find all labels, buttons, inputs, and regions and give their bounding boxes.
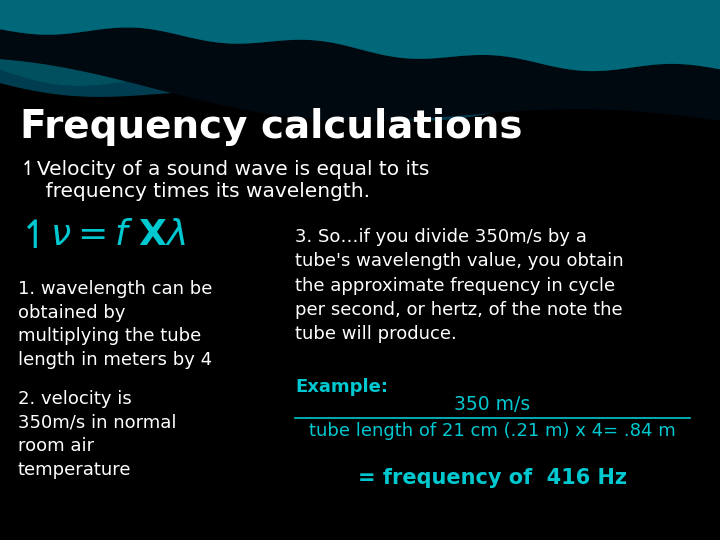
Text: ↿: ↿ bbox=[18, 218, 50, 256]
Text: 2. velocity is
350m/s in normal
room air
temperature: 2. velocity is 350m/s in normal room air… bbox=[18, 390, 176, 479]
Text: tube length of 21 cm (.21 m) x 4= .84 m: tube length of 21 cm (.21 m) x 4= .84 m bbox=[309, 422, 675, 440]
Text: Frequency calculations: Frequency calculations bbox=[20, 108, 523, 146]
Text: 350 m/s: 350 m/s bbox=[454, 395, 530, 414]
Text: = frequency of  416 Hz: = frequency of 416 Hz bbox=[358, 468, 626, 488]
Text: 1. wavelength can be
obtained by
multiplying the tube
length in meters by 4: 1. wavelength can be obtained by multipl… bbox=[18, 280, 212, 369]
Text: 3. So…if you divide 350m/s by a
tube's wavelength value, you obtain
the approxim: 3. So…if you divide 350m/s by a tube's w… bbox=[295, 228, 624, 343]
Polygon shape bbox=[0, 28, 720, 120]
Text: $\nu = f\ \mathbf{X}\lambda$: $\nu = f\ \mathbf{X}\lambda$ bbox=[50, 218, 186, 252]
Text: Example:: Example: bbox=[295, 378, 388, 396]
Text: ↿Velocity of a sound wave is equal to its
    frequency times its wavelength.: ↿Velocity of a sound wave is equal to it… bbox=[20, 160, 429, 201]
